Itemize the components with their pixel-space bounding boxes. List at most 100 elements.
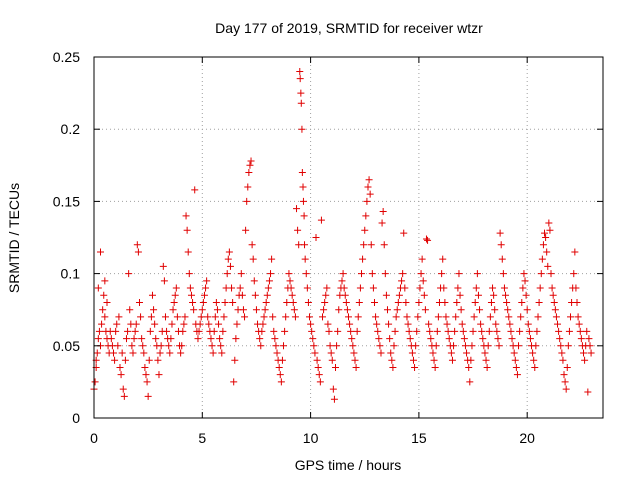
- data-point: [215, 320, 223, 328]
- data-point: [507, 327, 515, 335]
- data-point: [351, 356, 359, 364]
- data-point: [171, 291, 179, 299]
- data-point: [134, 248, 142, 256]
- data-point: [167, 335, 175, 343]
- data-point: [563, 363, 571, 371]
- data-point: [495, 342, 503, 350]
- data-point: [398, 277, 406, 285]
- data-point: [576, 327, 584, 335]
- data-point: [434, 313, 442, 321]
- data-point: [168, 320, 176, 328]
- data-point: [296, 67, 304, 75]
- data-point: [319, 313, 327, 321]
- data-point: [122, 335, 130, 343]
- data-point: [265, 277, 273, 285]
- grid-lines: [94, 57, 603, 418]
- data-point: [552, 313, 560, 321]
- data-point: [297, 89, 305, 97]
- data-point: [186, 284, 194, 292]
- data-point: [557, 342, 565, 350]
- data-point: [244, 183, 252, 191]
- data-point: [249, 255, 257, 263]
- data-point: [293, 205, 301, 213]
- data-point: [220, 313, 228, 321]
- data-point: [510, 349, 518, 357]
- data-point: [232, 335, 240, 343]
- data-point: [116, 363, 124, 371]
- data-point: [572, 284, 580, 292]
- data-point: [160, 277, 168, 285]
- data-point: [326, 342, 334, 350]
- data-point: [230, 378, 238, 386]
- data-point: [394, 298, 402, 306]
- data-point: [426, 327, 434, 335]
- data-point: [450, 342, 458, 350]
- data-point: [494, 335, 502, 343]
- data-point: [199, 298, 207, 306]
- data-point: [440, 284, 448, 292]
- data-point: [231, 356, 239, 364]
- data-point: [365, 176, 373, 184]
- data-point: [466, 378, 474, 386]
- data-point: [124, 327, 132, 335]
- data-point: [221, 298, 229, 306]
- data-point: [438, 270, 446, 278]
- data-point: [308, 327, 316, 335]
- data-point: [251, 291, 259, 299]
- data-point: [200, 291, 208, 299]
- data-point: [115, 313, 123, 321]
- data-point: [286, 277, 294, 285]
- data-point: [537, 270, 545, 278]
- data-point: [505, 313, 513, 321]
- data-point: [343, 306, 351, 314]
- data-point: [341, 291, 349, 299]
- data-point: [348, 335, 356, 343]
- data-point: [372, 313, 380, 321]
- data-point: [392, 313, 400, 321]
- data-point: [287, 284, 295, 292]
- data-point: [190, 306, 198, 314]
- data-point: [129, 349, 137, 357]
- data-point: [243, 197, 251, 205]
- data-point: [418, 255, 426, 263]
- data-point: [461, 342, 469, 350]
- data-point: [159, 262, 167, 270]
- data-point: [541, 229, 549, 237]
- data-point: [276, 371, 284, 379]
- data-point: [409, 356, 417, 364]
- data-point: [333, 342, 341, 350]
- data-point: [561, 378, 569, 386]
- data-point: [259, 320, 267, 328]
- data-point: [184, 248, 192, 256]
- data-point: [226, 262, 234, 270]
- y-tick-label: 0.05: [53, 338, 80, 354]
- data-point: [559, 356, 567, 364]
- data-point: [377, 349, 385, 357]
- data-point: [306, 313, 314, 321]
- data-point: [144, 392, 152, 400]
- data-point: [212, 298, 220, 306]
- data-point: [204, 313, 212, 321]
- x-tick-label: 10: [303, 430, 319, 446]
- data-point: [182, 212, 190, 220]
- data-point: [388, 356, 396, 364]
- data-point: [368, 270, 376, 278]
- data-point: [328, 356, 336, 364]
- data-point: [322, 291, 330, 299]
- data-point: [316, 378, 324, 386]
- data-point: [524, 320, 532, 328]
- data-point: [457, 306, 465, 314]
- data-point: [425, 320, 433, 328]
- y-tick-label: 0.15: [53, 193, 80, 209]
- data-point: [315, 371, 323, 379]
- x-tick-label: 15: [411, 430, 427, 446]
- data-point: [301, 255, 309, 263]
- data-point: [332, 363, 340, 371]
- data-point: [237, 270, 245, 278]
- data-point: [583, 327, 591, 335]
- data-point: [261, 306, 269, 314]
- data-point: [289, 298, 297, 306]
- data-point: [172, 284, 180, 292]
- data-point: [207, 335, 215, 343]
